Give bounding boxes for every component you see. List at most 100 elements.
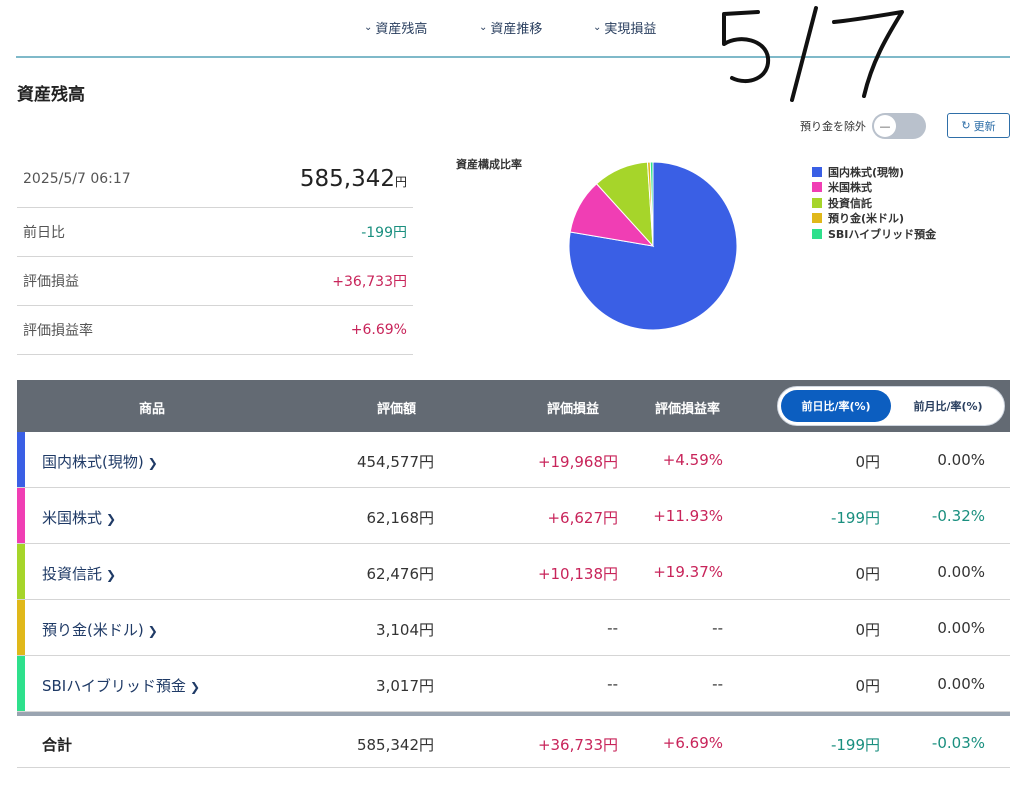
- table-body: 国内株式(現物) ❯ 454,577円 +19,968円 +4.59% 0円 0.00% 米国…: [17, 432, 1010, 712]
- pie-title: 資産構成比率: [456, 158, 522, 171]
- holdings-table: 商品 評価額 評価損益 評価損益率 前日比/率(%) 前月比/率(%) 国内株式…: [17, 380, 1010, 768]
- cell-diff: 0円: [855, 565, 880, 583]
- legend-item: 預り金(米ドル): [812, 211, 936, 227]
- summary-total-unit: 円: [394, 174, 407, 189]
- category-color-bar: [17, 656, 25, 711]
- legend-swatch: [812, 228, 822, 239]
- legend-swatch: [812, 182, 822, 193]
- table-divider: [17, 712, 1010, 716]
- legend-swatch: [812, 213, 822, 224]
- pie-legend: 国内株式(現物) 米国株式 投資信託 預り金(米ドル) SBIハイブリッド預金: [812, 164, 936, 242]
- total-pnl: +36,733円: [537, 736, 618, 754]
- nav-label: 資産残高: [375, 22, 428, 37]
- refresh-button[interactable]: ↻ 更新: [947, 113, 1010, 138]
- legend-swatch: [812, 166, 822, 177]
- refresh-icon: ↻: [961, 119, 971, 132]
- cell-pnl-rate: --: [712, 675, 723, 693]
- total-pnl-rate: +6.69%: [662, 734, 723, 752]
- summary-row-unrealized-pnl-rate: 評価損益率 +6.69%: [17, 306, 413, 355]
- legend-item: 投資信託: [812, 195, 936, 211]
- cell-diff: 0円: [855, 677, 880, 695]
- chevron-down-icon: ⌄: [479, 22, 488, 33]
- legend-label: 米国株式: [828, 181, 872, 195]
- summary-datetime: 2025/5/7 06:17: [23, 170, 131, 187]
- chevron-right-icon: ❯: [147, 624, 158, 638]
- product-name: 国内株式(現物): [42, 453, 144, 471]
- table-header: 商品 評価額 評価損益 評価損益率 前日比/率(%) 前月比/率(%): [17, 380, 1010, 432]
- table-row: 米国株式 ❯ 62,168円 +6,627円 +11.93% -199円 -0.32%: [17, 488, 1010, 544]
- summary-total: 585,342円: [300, 166, 407, 192]
- nav-realized-pnl[interactable]: ⌄ 実現損益: [593, 18, 656, 37]
- chevron-right-icon: ❯: [189, 680, 200, 694]
- category-color-bar: [17, 600, 25, 655]
- cell-pnl: +19,968円: [537, 453, 618, 471]
- product-name: 預り金(米ドル): [42, 621, 144, 639]
- table-total-row: 合計 585,342円 +36,733円 +6.69% -199円 -0.03%: [17, 716, 1010, 768]
- summary-row-daily-change: 前日比 -199円: [17, 208, 413, 257]
- header-valuation: 評価額: [377, 402, 417, 417]
- total-diff-rate: -0.03%: [931, 734, 985, 752]
- nav-label: 資産推移: [490, 22, 543, 37]
- cell-valuation: 62,476円: [366, 565, 435, 583]
- cell-pnl: +10,138円: [537, 565, 618, 583]
- chevron-down-icon: ⌄: [364, 22, 373, 33]
- header-pnl-rate: 評価損益率: [655, 402, 721, 417]
- chevron-right-icon: ❯: [147, 456, 158, 470]
- product-link[interactable]: SBIハイブリッド預金 ❯: [42, 675, 200, 696]
- nav-asset-trend[interactable]: ⌄ 資産推移: [479, 18, 542, 37]
- summary-label: 評価損益率: [23, 323, 93, 339]
- exclude-deposit-toggle[interactable]: —: [872, 113, 926, 139]
- total-valuation: 585,342円: [356, 736, 434, 754]
- cell-diff-rate: 0.00%: [937, 563, 985, 581]
- segment-monthly[interactable]: 前月比/率(%): [913, 400, 983, 413]
- table-row: 預り金(米ドル) ❯ 3,104円 -- -- 0円 0.00%: [17, 600, 1010, 656]
- legend-item: 国内株式(現物): [812, 164, 936, 180]
- asset-summary: 2025/5/7 06:17 585,342円 前日比 -199円 評価損益 +…: [17, 150, 413, 355]
- cell-valuation: 454,577円: [356, 453, 434, 471]
- category-color-bar: [17, 488, 25, 543]
- product-name: 投資信託: [42, 565, 103, 583]
- cell-pnl-rate: +11.93%: [653, 507, 723, 525]
- product-link[interactable]: 預り金(米ドル) ❯: [42, 619, 158, 640]
- nav-asset-balance[interactable]: ⌄ 資産残高: [364, 18, 427, 37]
- legend-item: SBIハイブリッド預金: [812, 226, 936, 242]
- product-name: 米国株式: [42, 509, 103, 527]
- summary-label: 前日比: [23, 225, 65, 241]
- handwritten-date-note: [722, 6, 904, 102]
- cell-pnl-rate: --: [712, 619, 723, 637]
- cell-diff-rate: 0.00%: [937, 675, 985, 693]
- cell-pnl-rate: +4.59%: [662, 451, 723, 469]
- nav-label: 実現損益: [604, 22, 657, 37]
- chevron-down-icon: ⌄: [593, 22, 602, 33]
- cell-diff-rate: -0.32%: [931, 507, 985, 525]
- summary-total-value: 585,342: [299, 165, 395, 192]
- toggle-off-icon: —: [874, 115, 896, 137]
- category-color-bar: [17, 432, 25, 487]
- chevron-right-icon: ❯: [106, 512, 117, 526]
- legend-label: 国内株式(現物): [828, 165, 905, 179]
- exclude-deposit-toggle-group: 預り金を除外 —: [800, 113, 926, 139]
- header-product: 商品: [139, 402, 166, 417]
- cell-valuation: 3,104円: [376, 621, 434, 639]
- table-row: 投資信託 ❯ 62,476円 +10,138円 +19.37% 0円 0.00%: [17, 544, 1010, 600]
- product-link[interactable]: 米国株式 ❯: [42, 507, 116, 528]
- summary-value: -199円: [361, 225, 407, 241]
- pie-slice: [649, 161, 654, 247]
- product-link[interactable]: 国内株式(現物) ❯: [42, 451, 158, 472]
- asset-composition-pie: [568, 161, 738, 331]
- header-pnl: 評価損益: [547, 402, 600, 417]
- summary-value: +6.69%: [350, 322, 407, 338]
- table-row: 国内株式(現物) ❯ 454,577円 +19,968円 +4.59% 0円 0.00%: [17, 432, 1010, 488]
- product-link[interactable]: 投資信託 ❯: [42, 563, 116, 584]
- cell-diff: 0円: [855, 621, 880, 639]
- cell-pnl: --: [607, 619, 618, 637]
- period-segmented-control: 前日比/率(%) 前月比/率(%): [777, 386, 1005, 426]
- cell-pnl: +6,627円: [547, 509, 618, 527]
- legend-label: SBIハイブリッド預金: [828, 227, 937, 241]
- category-color-bar: [17, 544, 25, 599]
- pie-slice: [568, 161, 738, 331]
- legend-label: 投資信託: [828, 196, 872, 210]
- cell-diff-rate: 0.00%: [937, 451, 985, 469]
- segment-daily[interactable]: 前日比/率(%): [781, 390, 891, 422]
- cell-pnl: --: [607, 675, 618, 693]
